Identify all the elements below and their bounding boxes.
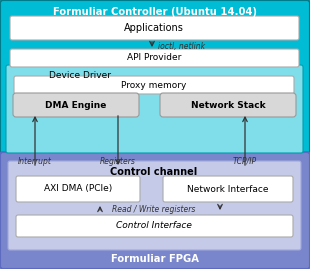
Text: Network Interface: Network Interface [187,185,269,193]
FancyBboxPatch shape [0,152,310,269]
Text: TCP/IP: TCP/IP [233,157,257,165]
FancyBboxPatch shape [10,49,299,67]
Text: AXI DMA (PCIe): AXI DMA (PCIe) [44,185,112,193]
Text: Device Driver: Device Driver [49,70,111,80]
FancyBboxPatch shape [16,215,293,237]
FancyBboxPatch shape [163,176,293,202]
FancyBboxPatch shape [8,161,301,250]
Text: Formuliar Controller (Ubuntu 14.04): Formuliar Controller (Ubuntu 14.04) [53,7,257,17]
Text: ioctl, netlink: ioctl, netlink [158,41,205,51]
FancyBboxPatch shape [10,16,299,40]
FancyBboxPatch shape [6,65,303,153]
Text: Control Interface: Control Interface [116,221,192,231]
FancyBboxPatch shape [0,0,310,158]
Text: Network Stack: Network Stack [191,101,265,109]
Text: Applications: Applications [124,23,184,33]
Text: Registers: Registers [100,157,136,165]
FancyBboxPatch shape [14,76,294,94]
Text: API Provider: API Provider [127,54,181,62]
FancyBboxPatch shape [160,93,296,117]
Text: Read / Write registers: Read / Write registers [112,206,196,214]
FancyBboxPatch shape [16,176,140,202]
Text: Proxy memory: Proxy memory [121,80,187,90]
Text: Formuliar FPGA: Formuliar FPGA [111,254,199,264]
Text: DMA Engine: DMA Engine [45,101,107,109]
Text: Control channel: Control channel [110,167,198,177]
FancyBboxPatch shape [13,93,139,117]
Text: Interrupt: Interrupt [18,157,52,165]
